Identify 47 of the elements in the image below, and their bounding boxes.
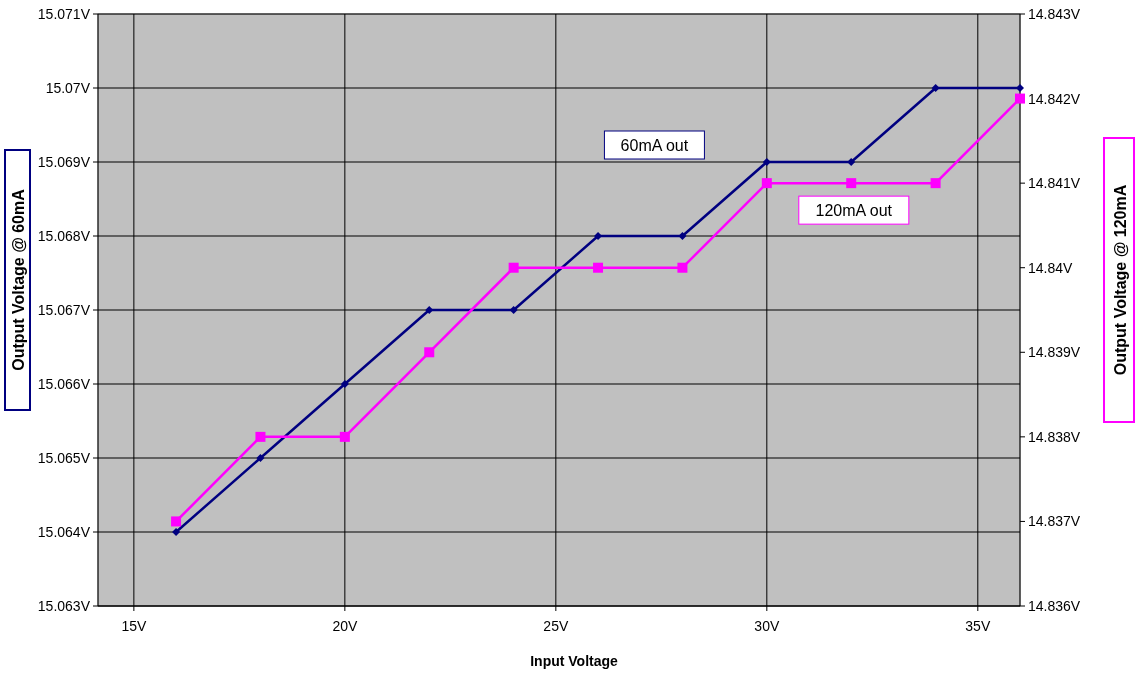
y-tick-label: 15.071V bbox=[37, 6, 91, 22]
point bbox=[424, 347, 435, 358]
y2-tick-label: 14.84V bbox=[1028, 259, 1074, 276]
y-tick-label: 15.065V bbox=[37, 450, 91, 466]
y-tick-label: 15.064V bbox=[37, 524, 91, 540]
point bbox=[931, 84, 940, 92]
point bbox=[172, 528, 181, 536]
x-tick-label: 30V bbox=[754, 618, 780, 634]
point bbox=[340, 380, 349, 388]
point bbox=[593, 262, 604, 273]
y2-tick-label: 14.839V bbox=[1028, 344, 1081, 361]
y2-tick-label: 14.838V bbox=[1028, 428, 1081, 445]
y-tick-label: 15.063V bbox=[37, 598, 91, 614]
point bbox=[677, 262, 688, 273]
y-axis-title: Output Voltage @ 60mA bbox=[10, 188, 27, 371]
point bbox=[255, 431, 266, 442]
point bbox=[508, 262, 519, 273]
y2-tick-label: 14.837V bbox=[1028, 513, 1081, 530]
point bbox=[846, 178, 857, 189]
point bbox=[678, 232, 687, 240]
x-tick-label: 20V bbox=[332, 618, 358, 634]
point bbox=[1015, 93, 1025, 104]
point bbox=[762, 158, 771, 166]
x-tick-label: 25V bbox=[543, 618, 569, 634]
point bbox=[509, 306, 518, 314]
point bbox=[761, 178, 772, 189]
y-tick-label: 15.067V bbox=[37, 302, 91, 318]
x-tick-label: 35V bbox=[965, 618, 991, 634]
y-tick-label: 15.066V bbox=[37, 376, 91, 392]
y2-tick-label: 14.843V bbox=[1028, 6, 1081, 22]
x-tick-label: 15V bbox=[121, 618, 147, 634]
y2-tick-label: 14.842V bbox=[1028, 90, 1081, 107]
y2-axis-title: Output Voltage @ 120mA bbox=[1112, 184, 1129, 376]
text: 60mA out bbox=[620, 137, 689, 154]
point bbox=[171, 516, 182, 527]
point bbox=[1016, 84, 1024, 92]
y-tick-label: 15.068V bbox=[37, 228, 91, 244]
point bbox=[930, 178, 941, 189]
y2-tick-label: 14.841V bbox=[1028, 175, 1081, 192]
series-label: 120mA out bbox=[815, 202, 893, 220]
point bbox=[847, 158, 856, 166]
y-tick-label: 15.069V bbox=[37, 154, 91, 170]
point bbox=[339, 431, 350, 442]
point bbox=[256, 454, 265, 462]
y-tick-label: 15.07V bbox=[45, 80, 91, 96]
y2-tick-label: 14.836V bbox=[1028, 598, 1081, 614]
x-axis-title: Input Voltage bbox=[530, 653, 619, 669]
